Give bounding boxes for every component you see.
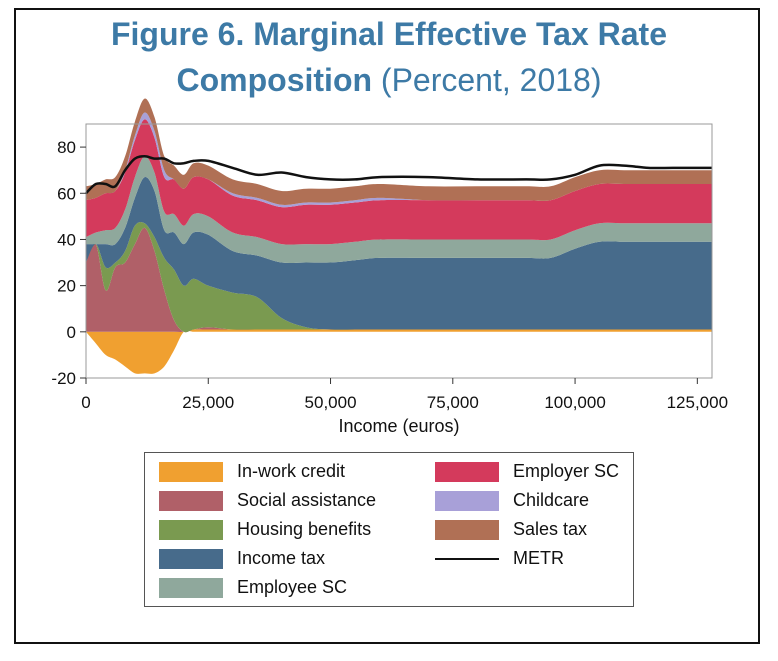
legend-swatch — [159, 461, 223, 482]
area-housing-benefits — [86, 221, 712, 333]
legend-label: Employer SC — [513, 461, 620, 481]
legend-swatch — [435, 519, 499, 540]
legend-label: Housing benefits — [237, 519, 372, 539]
legend-item: Income tax — [159, 548, 325, 569]
legend-item: METR — [435, 548, 564, 569]
y-tick-label: 20 — [57, 277, 76, 296]
legend-swatch — [159, 490, 223, 511]
legend-swatch — [159, 548, 223, 569]
legend-swatch — [435, 490, 499, 511]
chart-title-composition: Composition — [176, 62, 373, 98]
line-layers — [85, 155, 712, 195]
x-tick-label: 75,000 — [427, 393, 479, 412]
legend-item: Social assistance — [159, 490, 376, 511]
legend-label: METR — [513, 548, 564, 568]
y-tick-label: 0 — [67, 323, 76, 342]
x-tick-label: 50,000 — [305, 393, 357, 412]
legend: In-work credit Social assistance Housing b… — [144, 452, 634, 607]
x-tick-label: 100,000 — [544, 393, 605, 412]
y-tick-label: -20 — [51, 369, 76, 388]
line-metr — [85, 155, 712, 195]
x-axis-title: Income (euros) — [338, 416, 459, 436]
legend-item: Housing benefits — [159, 519, 371, 540]
area-employee-sc — [86, 156, 712, 264]
area-employer-sc — [86, 119, 712, 245]
legend-label: In-work credit — [237, 461, 346, 481]
legend-label: Income tax — [237, 548, 326, 568]
x-tick-label: 0 — [81, 393, 90, 412]
legend-label: Employee SC — [237, 577, 348, 597]
x-tick-label: 125,000 — [667, 393, 728, 412]
legend-label: Childcare — [513, 490, 590, 510]
legend-swatch — [159, 577, 223, 598]
legend-item: Employer SC — [435, 461, 619, 482]
area-income-tax — [86, 176, 712, 330]
area-layers — [86, 98, 712, 374]
legend-swatch — [159, 519, 223, 540]
legend-item: In-work credit — [159, 461, 345, 482]
legend-item: Employee SC — [159, 577, 347, 598]
legend-swatch — [435, 557, 499, 560]
legend-item: Childcare — [435, 490, 589, 511]
y-tick-label: 60 — [57, 184, 76, 203]
x-tick-label: 25,000 — [182, 393, 234, 412]
x-axis: 0 25,000 50,000 75,000 100,000 125,000 — [81, 378, 728, 412]
area-social-assistance — [86, 227, 712, 333]
legend-label: Social assistance — [237, 490, 377, 510]
y-axis: -20 0 20 40 60 80 — [51, 138, 86, 388]
chart-subtitle: Composition (Percent, 2018) — [0, 62, 778, 99]
area-sales-tax — [86, 98, 712, 205]
area-in-work-credit — [86, 329, 712, 374]
chart-title: Figure 6. Marginal Effective Tax Rate — [110, 16, 667, 52]
legend-item: Sales tax — [435, 519, 587, 540]
chart-title-units: (Percent, 2018) — [372, 62, 602, 98]
area-childcare — [86, 112, 712, 208]
plot-area-border — [85, 123, 713, 379]
y-tick-label: 40 — [57, 230, 76, 249]
y-tick-label: 80 — [57, 138, 76, 157]
legend-label: Sales tax — [513, 519, 588, 539]
legend-swatch — [435, 461, 499, 482]
